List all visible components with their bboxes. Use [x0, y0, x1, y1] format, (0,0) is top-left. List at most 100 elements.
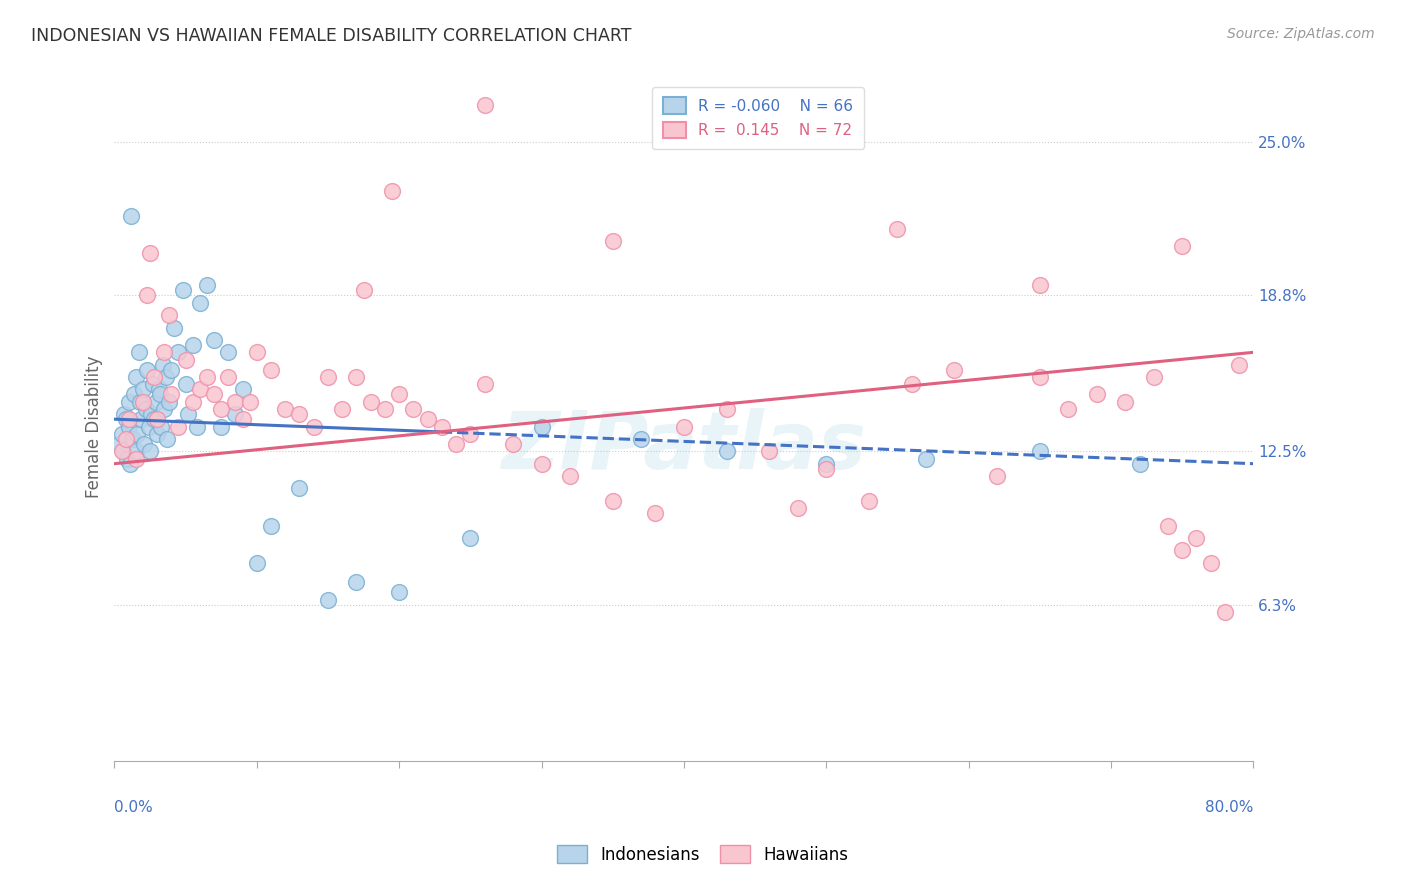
Point	[224, 394, 246, 409]
Point	[288, 407, 311, 421]
Point	[128, 345, 150, 359]
Point	[402, 402, 425, 417]
Point	[288, 482, 311, 496]
Point	[150, 419, 173, 434]
Text: Source: ZipAtlas.com: Source: ZipAtlas.com	[1227, 27, 1375, 41]
Text: 0.0%: 0.0%	[114, 799, 153, 814]
Point	[120, 457, 142, 471]
Point	[672, 419, 695, 434]
Point	[502, 437, 524, 451]
Point	[1114, 394, 1136, 409]
Text: 80.0%: 80.0%	[1205, 799, 1253, 814]
Point	[134, 437, 156, 451]
Point	[602, 234, 624, 248]
Point	[246, 345, 269, 359]
Point	[114, 412, 136, 426]
Point	[232, 412, 254, 426]
Point	[374, 402, 396, 417]
Point	[141, 407, 163, 421]
Point	[186, 419, 208, 434]
Point	[111, 444, 134, 458]
Point	[943, 362, 966, 376]
Point	[136, 362, 159, 376]
Point	[124, 387, 146, 401]
Point	[274, 402, 297, 417]
Point	[195, 278, 218, 293]
Point	[174, 377, 197, 392]
Point	[132, 394, 155, 409]
Point	[1171, 239, 1194, 253]
Point	[153, 345, 176, 359]
Point	[716, 444, 738, 458]
Point	[145, 394, 167, 409]
Point	[107, 437, 129, 451]
Point	[217, 345, 239, 359]
Point	[114, 432, 136, 446]
Point	[232, 383, 254, 397]
Point	[474, 377, 496, 392]
Point	[1029, 278, 1052, 293]
Point	[381, 185, 404, 199]
Point	[460, 531, 482, 545]
Legend: Indonesians, Hawaiians: Indonesians, Hawaiians	[551, 838, 855, 871]
Point	[117, 412, 139, 426]
Point	[558, 469, 581, 483]
Point	[815, 461, 838, 475]
Point	[716, 402, 738, 417]
Point	[143, 370, 166, 384]
Point	[121, 209, 143, 223]
Point	[174, 352, 197, 367]
Point	[167, 345, 190, 359]
Point	[1143, 370, 1166, 384]
Point	[125, 370, 148, 384]
Point	[986, 469, 1008, 483]
Legend: R = -0.060    N = 66, R =  0.145    N = 72: R = -0.060 N = 66, R = 0.145 N = 72	[652, 87, 863, 149]
Point	[1157, 518, 1180, 533]
Point	[152, 358, 174, 372]
Point	[388, 387, 411, 401]
Point	[122, 432, 145, 446]
Point	[260, 362, 283, 376]
Point	[1213, 605, 1236, 619]
Point	[460, 427, 482, 442]
Point	[163, 320, 186, 334]
Point	[316, 592, 339, 607]
Point	[360, 394, 382, 409]
Point	[886, 221, 908, 235]
Point	[153, 402, 176, 417]
Point	[1171, 543, 1194, 558]
Point	[530, 419, 553, 434]
Point	[915, 451, 938, 466]
Point	[143, 412, 166, 426]
Point	[136, 288, 159, 302]
Point	[416, 412, 439, 426]
Y-axis label: Female Disability: Female Disability	[86, 355, 103, 498]
Point	[1128, 457, 1150, 471]
Point	[188, 383, 211, 397]
Point	[195, 370, 218, 384]
Point	[139, 246, 162, 260]
Point	[209, 402, 232, 417]
Point	[172, 284, 194, 298]
Point	[444, 437, 467, 451]
Point	[858, 493, 880, 508]
Point	[815, 457, 838, 471]
Text: ZIPatlas: ZIPatlas	[502, 408, 866, 485]
Point	[209, 419, 232, 434]
Point	[1057, 402, 1080, 417]
Point	[138, 419, 160, 434]
Point	[1199, 556, 1222, 570]
Point	[758, 444, 780, 458]
Point	[900, 377, 922, 392]
Point	[112, 407, 135, 421]
Point	[181, 394, 204, 409]
Point	[110, 444, 132, 458]
Text: INDONESIAN VS HAWAIIAN FEMALE DISABILITY CORRELATION CHART: INDONESIAN VS HAWAIIAN FEMALE DISABILITY…	[31, 27, 631, 45]
Point	[1029, 444, 1052, 458]
Point	[1227, 358, 1250, 372]
Point	[346, 575, 368, 590]
Point	[316, 370, 339, 384]
Point	[353, 284, 375, 298]
Point	[260, 518, 283, 533]
Point	[224, 407, 246, 421]
